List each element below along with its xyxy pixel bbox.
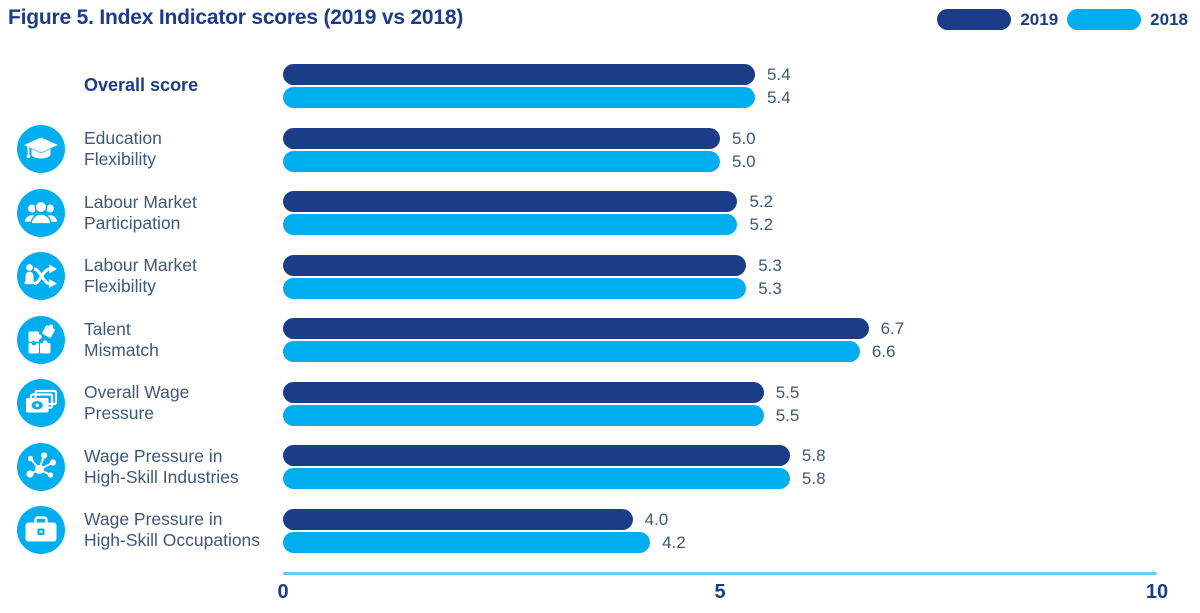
category-label: Labour Market Flexibility: [84, 255, 197, 297]
legend-swatch-2018-icon: [1067, 9, 1142, 30]
bar-group: 5.3 5.3: [283, 245, 1200, 309]
category-label: Talent Mismatch: [84, 318, 159, 360]
icon-cell: [0, 442, 84, 491]
legend-label-2019: 2019: [1020, 9, 1059, 29]
bar-2018: [283, 214, 738, 235]
banknotes-icon: [17, 379, 65, 428]
bar-2018: [283, 87, 755, 108]
category-label: Education Flexibility: [84, 128, 162, 170]
value-label-2019: 5.3: [758, 255, 782, 275]
bar-group: 5.5 5.5: [283, 372, 1200, 436]
bar-2018: [283, 341, 860, 362]
value-label-2018: 6.6: [871, 342, 896, 361]
category-label: Overall score: [84, 75, 199, 96]
value-label-2019: 5.2: [749, 192, 774, 211]
bar-group: 5.0 5.0: [283, 118, 1200, 182]
x-axis-tick-0: 0: [277, 581, 289, 603]
value-label-2018: 5.4: [766, 88, 791, 107]
x-axis: 0 5 10: [277, 572, 1168, 603]
icon-cell: [0, 252, 84, 301]
category-label: Wage Pressure in High-Skill Occupations: [84, 509, 261, 551]
bar-group: 6.7 6.6: [283, 308, 1200, 372]
value-label-2018: 5.3: [758, 278, 782, 298]
bar-group: 5.2 5.2: [283, 181, 1200, 245]
value-label-2019: 5.5: [775, 382, 800, 402]
bar-2019: [283, 191, 738, 212]
value-label-2018: 5.5: [775, 405, 800, 425]
value-label-2018: 4.2: [662, 532, 686, 552]
icon-cell: [0, 125, 84, 174]
chart-row: Talent Mismatch 6.7 6.6: [0, 308, 1200, 372]
chart-title: Figure 5. Index Indicator scores (2019 v…: [8, 6, 464, 29]
x-axis-tick-5: 5: [714, 581, 726, 603]
value-label-2019: 5.0: [732, 128, 756, 148]
icon-cell: [0, 62, 84, 110]
category-label: Overall Wage Pressure: [84, 382, 190, 424]
person-shuffle-arrows-icon: [17, 252, 65, 301]
chart-row: Wage Pressure in High-Skill Occupations 4.…: [0, 499, 1200, 563]
legend-swatch-2019-icon: [937, 9, 1012, 30]
value-label-2018: 5.2: [749, 215, 774, 234]
bar-2019: [283, 318, 869, 339]
x-axis-tick-10: 10: [1145, 581, 1169, 603]
bar-2018: [283, 468, 790, 489]
value-label-2019: 5.4: [766, 65, 791, 84]
bar-2019: [283, 254, 747, 276]
graduation-cap-icon: [17, 125, 65, 174]
bar-2019: [283, 445, 790, 466]
category-label: Wage Pressure in High-Skill Industries: [84, 445, 239, 487]
value-label-2018: 5.0: [732, 151, 756, 171]
value-label-2019: 5.8: [801, 446, 826, 465]
bar-2018: [283, 277, 747, 299]
legend-item-2019: 2019: [937, 9, 1058, 30]
bar-2019: [283, 64, 755, 85]
value-label-2018: 5.8: [801, 469, 826, 488]
puzzle-pieces-icon: [17, 315, 65, 364]
network-nodes-icon: [17, 442, 65, 491]
chart-row: Overall score 5.4 5.4: [0, 54, 1200, 118]
chart-row: Wage Pressure in High-Skill Industries 5.8…: [0, 435, 1200, 499]
bar-2019: [283, 508, 633, 530]
x-axis-ticks: 0 5 10: [277, 575, 1168, 603]
icon-cell: [0, 506, 84, 555]
icon-cell: [0, 315, 84, 364]
x-axis-line: [283, 572, 1157, 575]
chart-row: Overall Wage Pressure 5.5 5.5: [0, 372, 1200, 436]
legend-label-2018: 2018: [1150, 9, 1188, 29]
briefcase-icon: [17, 506, 65, 555]
bar-rows: Overall score 5.4 5.4 Education Flexibility 5…: [0, 54, 1200, 562]
category-label: Labour Market Participation: [84, 191, 197, 233]
bar-group: 4.0 4.2: [283, 499, 1200, 563]
bar-2019: [283, 127, 720, 149]
chart-row: Labour Market Participation 5.2 5.2: [0, 181, 1200, 245]
value-label-2019: 4.0: [644, 509, 669, 529]
bar-2019: [283, 381, 764, 403]
bar-2018: [283, 531, 651, 553]
chart-row: Education Flexibility 5.0 5.0: [0, 118, 1200, 182]
bar-group: 5.4 5.4: [283, 54, 1200, 118]
people-group-icon: [17, 188, 65, 237]
legend: 2019 2018: [937, 9, 1188, 30]
bar-2018: [283, 150, 720, 172]
legend-item-2018: 2018: [1067, 9, 1188, 30]
icon-cell: [0, 188, 84, 237]
chart-row: Labour Market Flexibility 5.3 5.3: [0, 245, 1200, 309]
bar-2018: [283, 404, 764, 426]
bar-group: 5.8 5.8: [283, 435, 1200, 499]
value-label-2019: 6.7: [880, 319, 905, 338]
icon-cell: [0, 379, 84, 428]
